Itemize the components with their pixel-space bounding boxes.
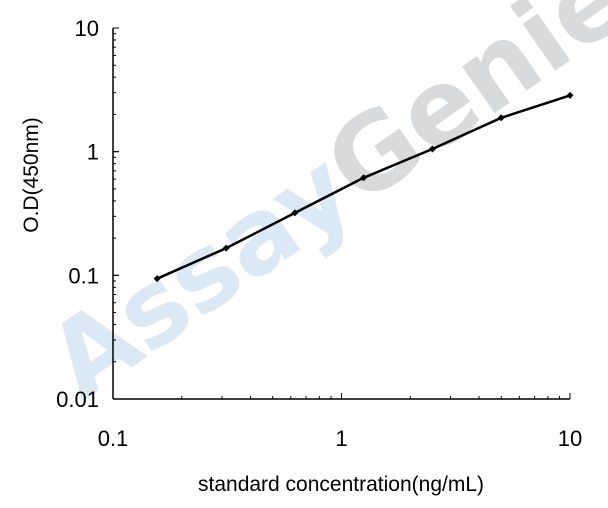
ticks	[112, 27, 571, 400]
x-tick-label: 1	[335, 426, 347, 451]
data-point	[566, 91, 574, 99]
y-axis-label: O.D(450nm)	[20, 117, 43, 233]
x-tick-label: 0.1	[98, 426, 129, 451]
data-point	[428, 145, 436, 153]
data-point	[291, 209, 299, 217]
data-point	[222, 244, 230, 252]
y-tick-label: 10	[75, 16, 99, 41]
data-point	[497, 114, 505, 122]
y-tick-label: 0.01	[56, 387, 99, 412]
x-tick-label: 10	[558, 426, 582, 451]
series	[153, 91, 574, 283]
y-tick-label: 0.1	[68, 263, 99, 288]
data-point	[360, 174, 368, 182]
data-point	[153, 275, 161, 283]
x-axis-label: standard concentration(ng/mL)	[198, 473, 484, 496]
tick-labels: 0.01 0.1 1 10 0.1 1 10	[56, 16, 582, 451]
y-tick-label: 1	[87, 140, 99, 165]
